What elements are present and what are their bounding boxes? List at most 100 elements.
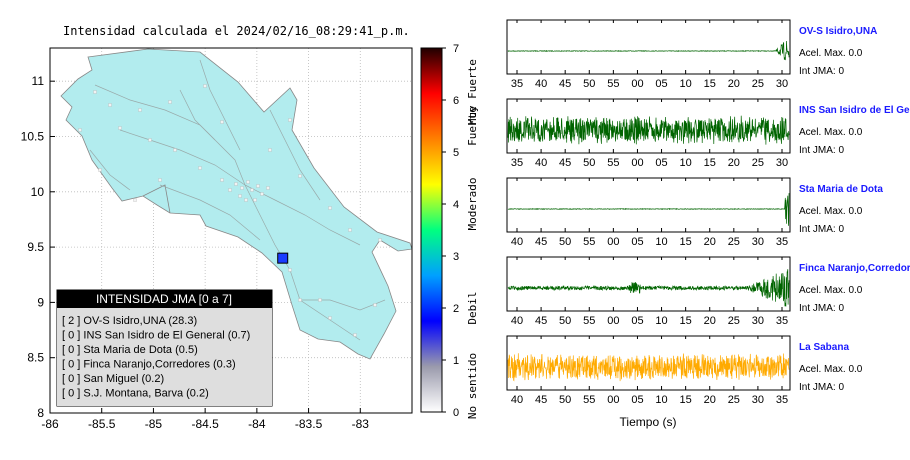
- time-tick-label: 55: [583, 236, 595, 248]
- epicenter-marker: [277, 252, 289, 264]
- colorbar-tick: 4: [453, 199, 459, 211]
- time-tick-label: 35: [776, 236, 788, 248]
- town-marker: [298, 298, 302, 302]
- town-marker: [173, 148, 177, 152]
- seismogram-panels: 35 40 45 50 55 00 05 10 15 20 25 30 OV-S Isidro,UNA A…: [506, 19, 910, 406]
- time-tick-label: 45: [559, 78, 571, 90]
- time-tick-label: 30: [752, 236, 764, 248]
- town-marker: [246, 180, 250, 184]
- nicoya-gulf-coast: [142, 184, 171, 214]
- time-tick-label: 45: [559, 157, 571, 169]
- town-marker: [250, 188, 254, 192]
- time-tick-label: 50: [559, 394, 571, 406]
- colorbar-tick: 5: [453, 147, 459, 159]
- max-acceleration: Acel. Max. 0.0: [799, 127, 863, 138]
- time-tick-label: 45: [535, 394, 547, 406]
- time-tick-label: 20: [704, 315, 716, 327]
- legend-item: [ 0 ] Finca Naranjo,Corredores (0.3): [62, 359, 236, 371]
- time-tick-label: 05: [631, 394, 643, 406]
- map-y-tick-label: 8: [37, 406, 44, 420]
- jma-intensity: Int JMA: 0: [799, 382, 844, 393]
- map-x-tick-label: -83: [352, 417, 370, 431]
- colorbar-tick: 3: [453, 251, 459, 263]
- map-y-tick-label: 10.5: [21, 129, 45, 143]
- time-tick-label: 05: [655, 78, 667, 90]
- jma-intensity: Int JMA: 0: [799, 145, 844, 156]
- time-tick-label: 40: [511, 236, 523, 248]
- time-tick-label: 50: [583, 157, 595, 169]
- time-tick-label: 35: [776, 394, 788, 406]
- max-acceleration: Acel. Max. 0.0: [799, 285, 863, 296]
- town-marker: [240, 186, 244, 190]
- legend-title: INTENSIDAD JMA [0 a 7]: [96, 292, 232, 306]
- town-marker: [198, 166, 202, 170]
- town-marker: [378, 238, 382, 242]
- town-marker: [298, 174, 302, 178]
- town-marker: [98, 168, 102, 172]
- colorbar-tick: 2: [453, 303, 459, 315]
- town-marker: [253, 198, 257, 202]
- time-tick-label: 40: [535, 78, 547, 90]
- time-tick-label: 15: [680, 315, 692, 327]
- time-tick-label: 55: [607, 157, 619, 169]
- town-marker: [238, 194, 242, 198]
- colorbar-tick: 0: [453, 407, 459, 419]
- town-marker: [353, 333, 357, 337]
- station-name: Finca Naranjo,Corredores: [799, 263, 910, 274]
- legend-item: [ 0 ] San Miguel (0.2): [62, 373, 164, 385]
- colorbar-tick: 6: [453, 95, 459, 107]
- time-tick-label: 40: [511, 315, 523, 327]
- map-y-tick-label: 8.5: [27, 351, 44, 365]
- map-y-tick-label: 10: [31, 185, 45, 199]
- road-line: [269, 109, 321, 201]
- map-y-tick-label: 9: [37, 295, 44, 309]
- time-tick-label: 05: [631, 236, 643, 248]
- map-y-tick-label: 9.5: [27, 240, 44, 254]
- town-marker: [268, 148, 272, 152]
- time-tick-label: 40: [535, 157, 547, 169]
- time-tick-label: 00: [607, 236, 619, 248]
- map-x-tick-label: -83.5: [295, 417, 323, 431]
- colorbar-tick: 1: [453, 355, 459, 367]
- time-tick-label: 15: [680, 236, 692, 248]
- time-tick-label: 05: [655, 157, 667, 169]
- waveform-line: [507, 115, 790, 145]
- colorbar-category-label: Debil: [466, 291, 479, 324]
- time-tick-label: 55: [607, 78, 619, 90]
- time-tick-label: 50: [583, 78, 595, 90]
- time-tick-label: 10: [655, 236, 667, 248]
- time-tick-label: 00: [631, 157, 643, 169]
- colorbar-category-label: Fuerte: [466, 106, 479, 146]
- town-marker: [78, 128, 82, 132]
- map-x-tick-label: -84: [248, 417, 266, 431]
- town-marker: [288, 268, 292, 272]
- time-tick-label: 10: [680, 157, 692, 169]
- time-tick-label: 10: [655, 315, 667, 327]
- time-tick-label: 55: [583, 315, 595, 327]
- town-marker: [168, 100, 172, 104]
- time-tick-label: 30: [776, 157, 788, 169]
- town-marker: [228, 188, 232, 192]
- time-tick-label: 00: [607, 394, 619, 406]
- time-tick-label: 35: [511, 78, 523, 90]
- seismogram-panel: 35 40 45 50 55 00 05 10 15 20 25 30 OV-S Isidro,UNA A…: [506, 19, 877, 90]
- time-tick-label: 45: [535, 315, 547, 327]
- max-acceleration: Acel. Max. 0.0: [799, 48, 863, 59]
- time-tick-label: 20: [728, 78, 740, 90]
- road-line: [89, 149, 131, 191]
- map-x-tick-label: -85: [145, 417, 163, 431]
- map-y-tick-label: 11: [32, 74, 45, 88]
- time-tick-label: 25: [752, 157, 764, 169]
- map-x-tick-label: -84.5: [191, 417, 219, 431]
- town-marker: [108, 103, 112, 107]
- time-tick-label: 45: [535, 236, 547, 248]
- time-tick-label: 15: [704, 157, 716, 169]
- station-name: La Sabana: [799, 342, 849, 353]
- time-tick-label: 25: [728, 394, 740, 406]
- town-marker: [328, 206, 332, 210]
- time-tick-label: 15: [680, 394, 692, 406]
- legend-item: [ 0 ] INS San Isidro de El General (0.7): [62, 330, 250, 342]
- legend-item: [ 0 ] Sta Maria de Dota (0.5): [62, 344, 198, 356]
- time-tick-label: 20: [728, 157, 740, 169]
- town-marker: [220, 120, 224, 124]
